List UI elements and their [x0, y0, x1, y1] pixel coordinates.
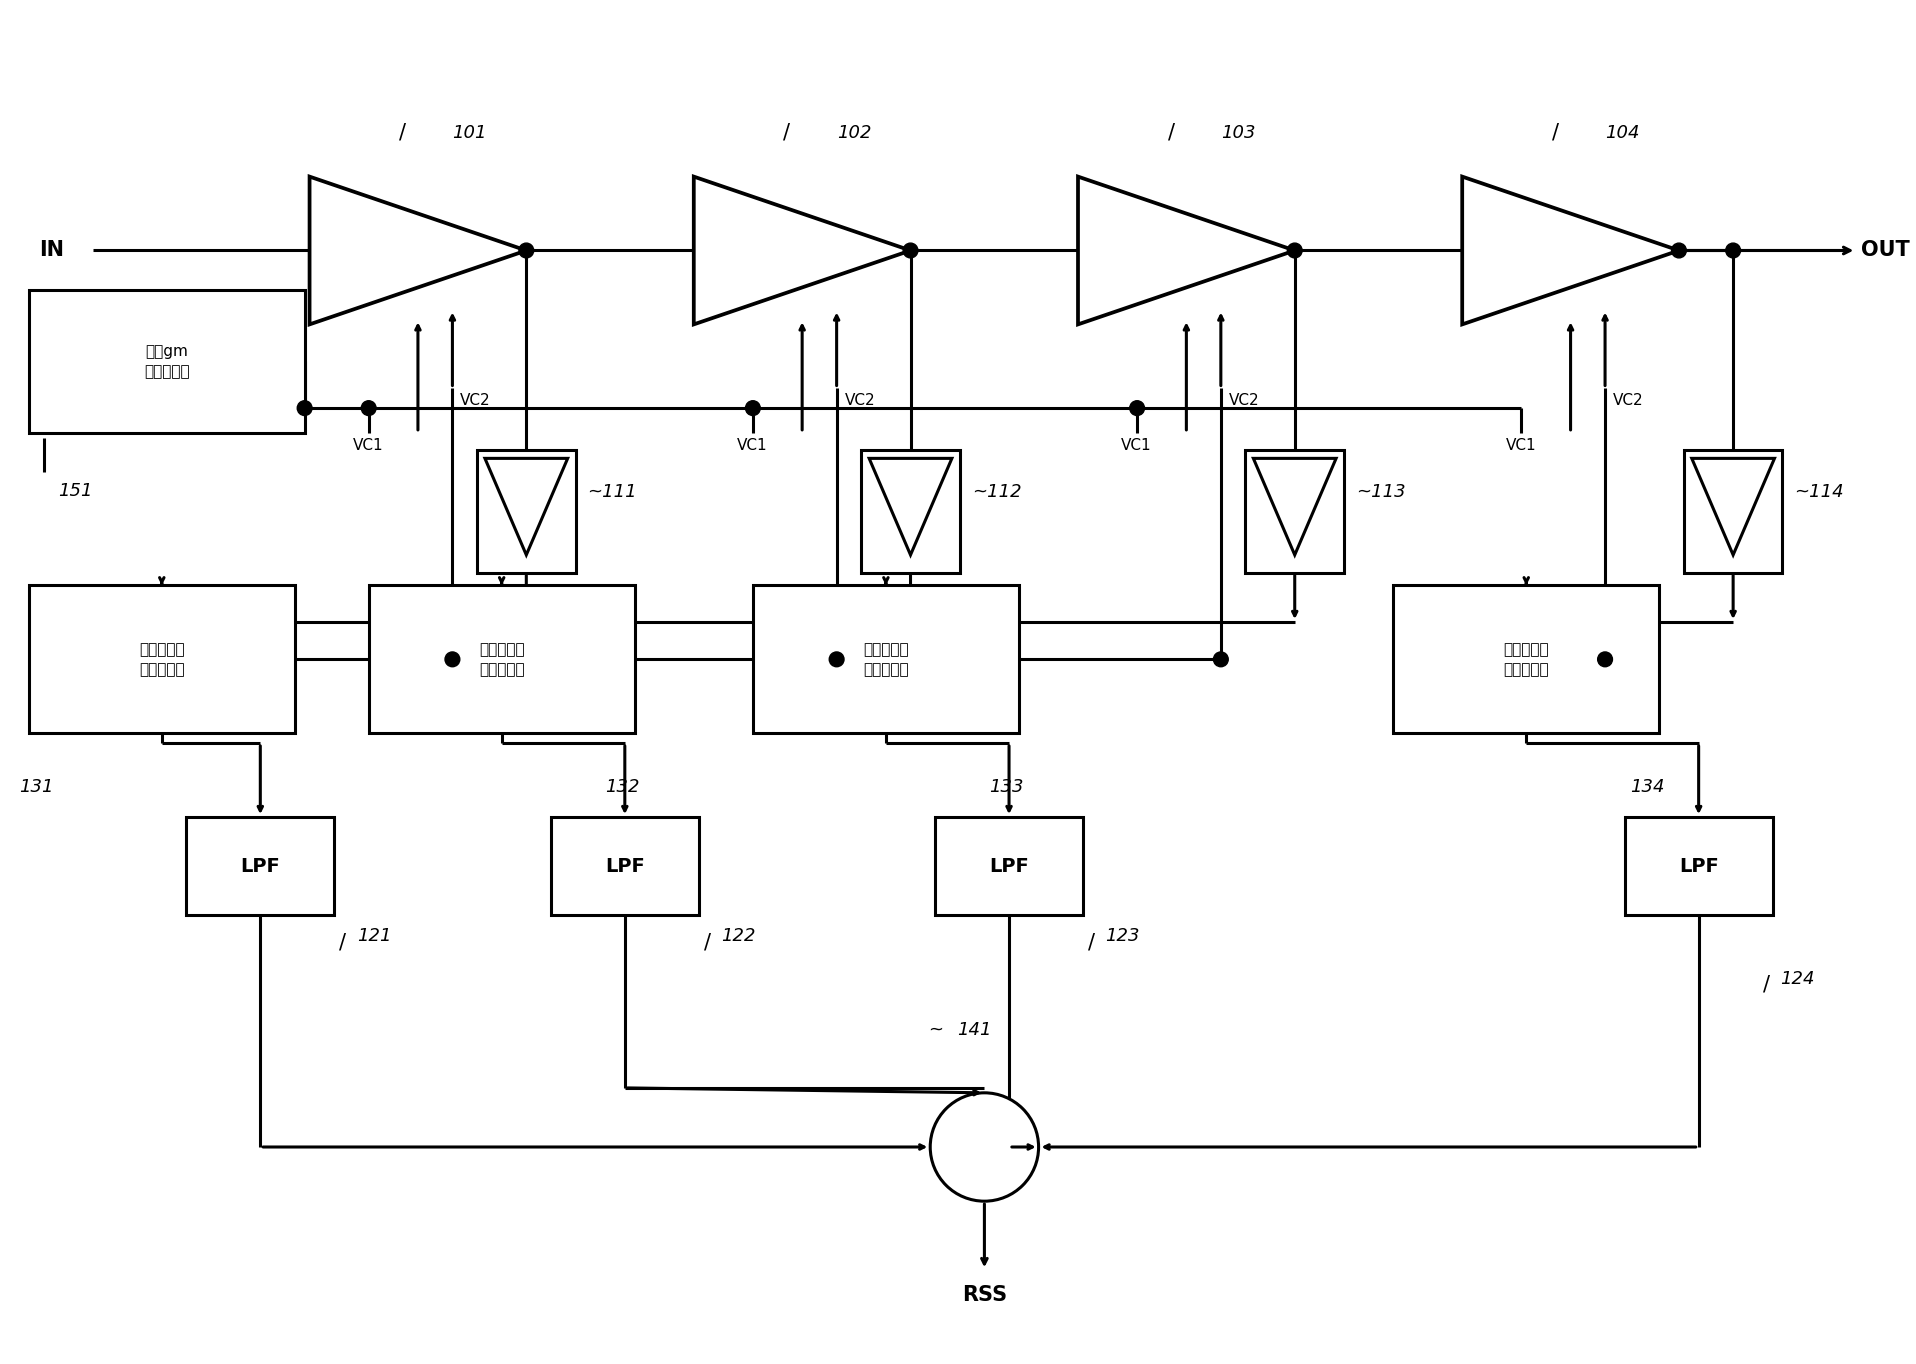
Circle shape: [1213, 652, 1228, 667]
Text: 102: 102: [837, 124, 872, 142]
Bar: [935, 817, 1083, 915]
Polygon shape: [1462, 176, 1678, 325]
Text: 104: 104: [1606, 124, 1640, 142]
Bar: [477, 450, 575, 573]
Circle shape: [1598, 652, 1613, 667]
Bar: [753, 585, 1019, 734]
Bar: [368, 585, 634, 734]
Text: /: /: [1088, 932, 1094, 952]
Text: 振幅控制用
偏置生成部: 振幅控制用 偏置生成部: [479, 642, 525, 677]
Circle shape: [931, 1093, 1038, 1202]
Bar: [1245, 450, 1343, 573]
Circle shape: [362, 401, 376, 416]
Circle shape: [445, 652, 460, 667]
Text: /: /: [784, 123, 789, 142]
Text: RSS: RSS: [962, 1285, 1008, 1305]
Circle shape: [1288, 243, 1303, 258]
Text: /: /: [339, 932, 347, 952]
Text: 振幅控制用
偏置生成部: 振幅控制用 偏置生成部: [862, 642, 908, 677]
Circle shape: [902, 243, 918, 258]
Text: 123: 123: [1106, 928, 1140, 945]
Bar: [862, 450, 960, 573]
Bar: [29, 585, 295, 734]
Text: IN: IN: [38, 240, 63, 261]
Text: ~112: ~112: [971, 483, 1021, 501]
Text: /: /: [399, 123, 406, 142]
Text: 124: 124: [1780, 970, 1814, 988]
Text: VC2: VC2: [845, 393, 876, 408]
Text: LPF: LPF: [240, 857, 280, 876]
Text: 122: 122: [720, 928, 757, 945]
Text: 101: 101: [452, 124, 487, 142]
Text: 132: 132: [605, 777, 640, 795]
Text: /: /: [703, 932, 711, 952]
Circle shape: [745, 401, 761, 416]
Bar: [1684, 450, 1782, 573]
Text: /: /: [1552, 123, 1560, 142]
Text: /: /: [1763, 975, 1770, 994]
Polygon shape: [694, 176, 910, 325]
Circle shape: [1671, 243, 1686, 258]
Circle shape: [1726, 243, 1740, 258]
Text: 103: 103: [1220, 124, 1255, 142]
Text: 131: 131: [19, 777, 54, 795]
Text: VC1: VC1: [738, 438, 768, 453]
Text: ~113: ~113: [1357, 483, 1406, 501]
Text: VC2: VC2: [460, 393, 490, 408]
Text: VC2: VC2: [1613, 393, 1644, 408]
Text: /: /: [1167, 123, 1175, 142]
Bar: [186, 817, 333, 915]
Text: LPF: LPF: [605, 857, 644, 876]
Text: ~: ~: [927, 1020, 943, 1038]
Text: VC1: VC1: [1506, 438, 1537, 453]
Circle shape: [830, 652, 845, 667]
Text: VC1: VC1: [353, 438, 383, 453]
Bar: [29, 291, 305, 432]
Text: 133: 133: [989, 777, 1023, 795]
Text: ~111: ~111: [588, 483, 636, 501]
Text: LPF: LPF: [989, 857, 1029, 876]
Text: LPF: LPF: [1678, 857, 1719, 876]
Polygon shape: [1079, 176, 1295, 325]
Text: 振幅控制用
偏置生成部: 振幅控制用 偏置生成部: [140, 642, 184, 677]
Text: 134: 134: [1631, 777, 1665, 795]
Polygon shape: [310, 176, 527, 325]
Text: ~114: ~114: [1793, 483, 1843, 501]
Circle shape: [297, 401, 312, 416]
Bar: [1625, 817, 1772, 915]
Text: 振幅控制用
偏置生成部: 振幅控制用 偏置生成部: [1504, 642, 1548, 677]
Text: VC2: VC2: [1228, 393, 1259, 408]
Circle shape: [1130, 401, 1144, 416]
Text: OUT: OUT: [1860, 240, 1910, 261]
Bar: [552, 817, 699, 915]
Text: 恒定gm
偏置生成部: 恒定gm 偏置生成部: [144, 344, 190, 379]
Bar: [1393, 585, 1659, 734]
Text: 151: 151: [57, 481, 92, 501]
Circle shape: [519, 243, 535, 258]
Text: 121: 121: [356, 928, 391, 945]
Text: 141: 141: [958, 1020, 992, 1038]
Text: VC1: VC1: [1121, 438, 1152, 453]
